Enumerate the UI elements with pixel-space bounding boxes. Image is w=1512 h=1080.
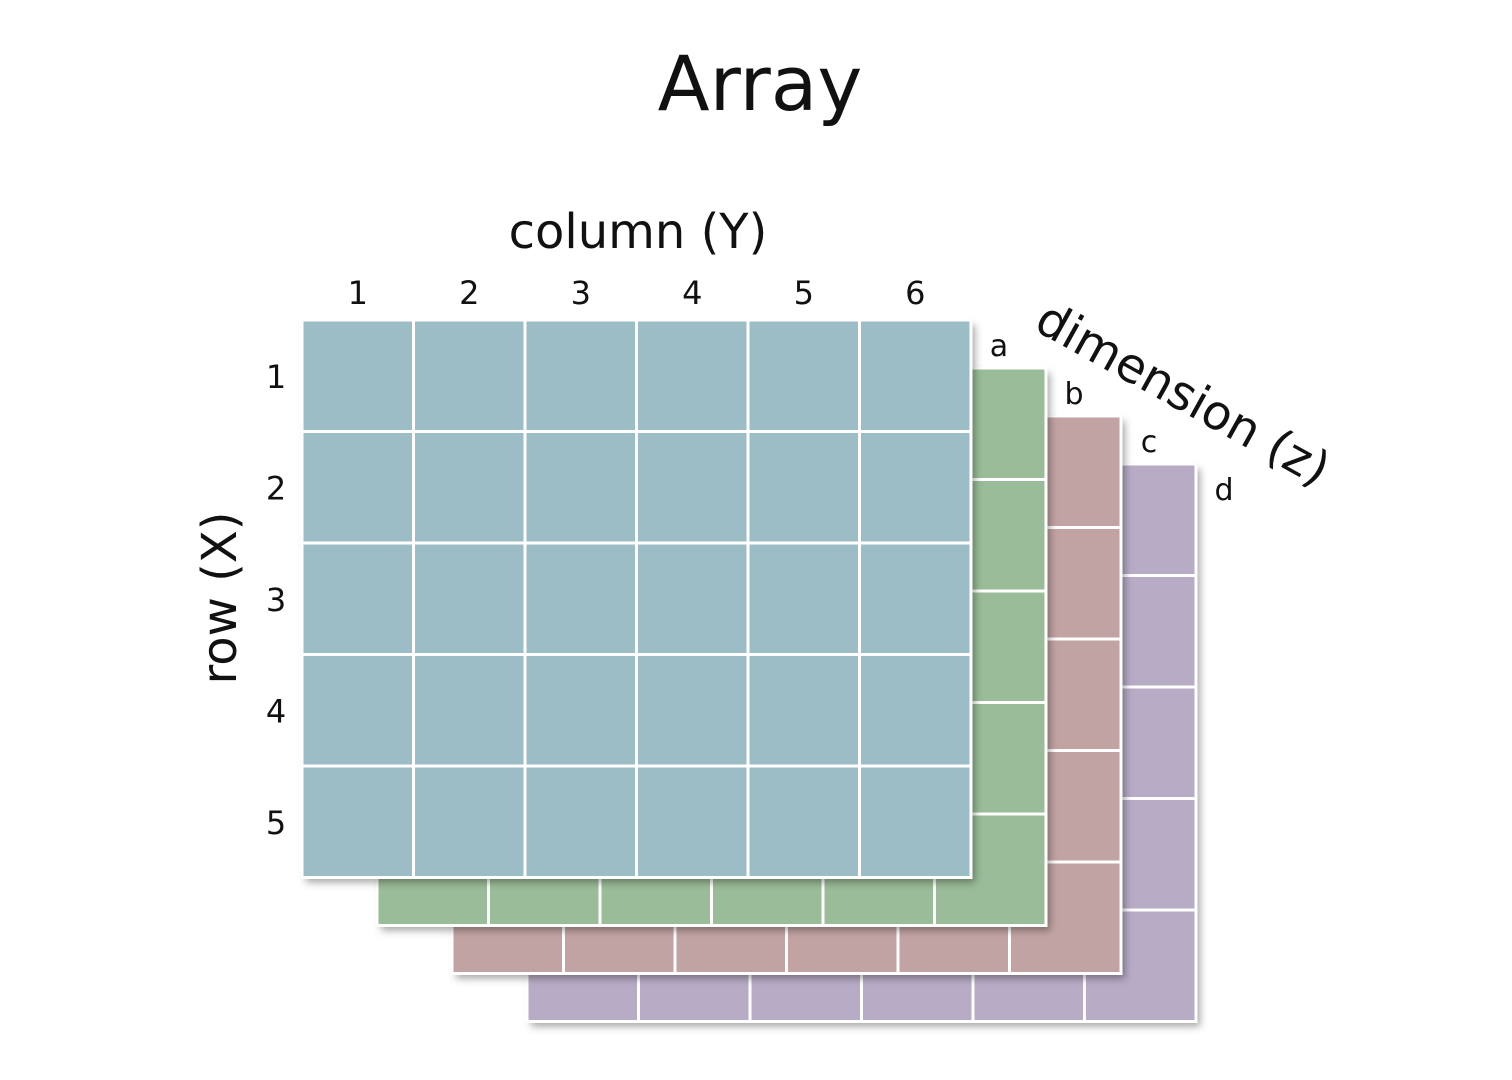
- column-tick-label: 5: [794, 274, 814, 312]
- dimension-layer-labels: d c b a: [990, 329, 1234, 508]
- layer-letter-a: a: [990, 329, 1008, 364]
- row-axis-label: row (X): [192, 512, 248, 685]
- column-tick-labels: 1 2 3 4 5 6: [348, 274, 926, 312]
- row-tick-label: 5: [266, 804, 286, 842]
- row-tick-labels: 1 2 3 4 5: [266, 358, 286, 842]
- column-tick-label: 1: [348, 274, 368, 312]
- layer-letter-c: c: [1141, 425, 1158, 460]
- layer-a: [300, 318, 973, 879]
- row-tick-label: 4: [266, 692, 286, 730]
- column-tick-label: 2: [459, 274, 479, 312]
- row-tick-label: 1: [266, 358, 286, 396]
- diagram-title: Array: [658, 39, 863, 128]
- layer-letter-b: b: [1064, 377, 1083, 412]
- column-tick-label: 3: [571, 274, 591, 312]
- layer-letter-d: d: [1214, 473, 1233, 508]
- column-tick-label: 6: [905, 274, 925, 312]
- layer-border: [300, 318, 973, 879]
- row-tick-label: 3: [266, 581, 286, 619]
- column-axis-label: column (Y): [509, 204, 768, 260]
- row-tick-label: 2: [266, 469, 286, 507]
- array-layers: [300, 318, 1198, 1023]
- column-tick-label: 4: [682, 274, 702, 312]
